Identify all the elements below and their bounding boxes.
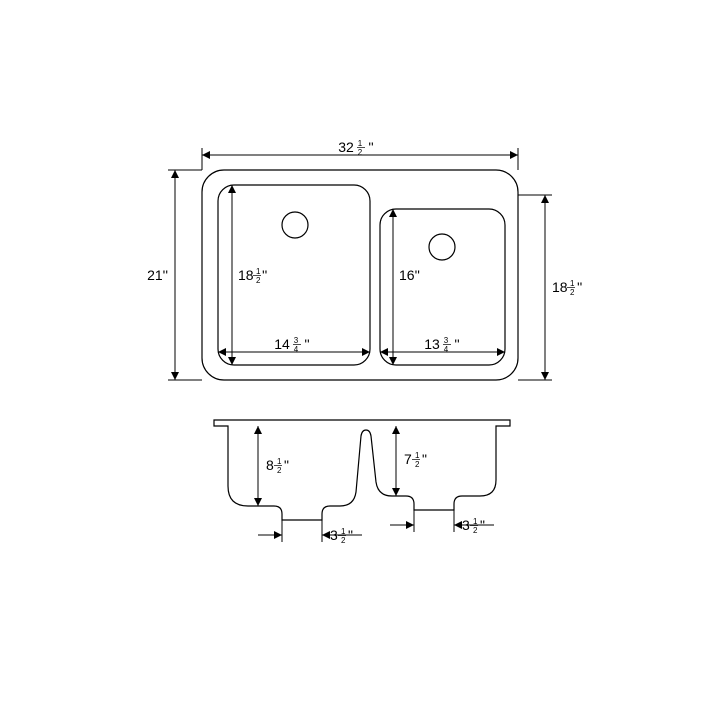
- sink-dimension-diagram: 32 1 2 '' 21'' 18 1 2 '': [0, 0, 720, 720]
- dim-left-bowl-height: 18 1 2 '': [228, 185, 267, 365]
- svg-text:4: 4: [294, 345, 299, 354]
- svg-text:3: 3: [294, 336, 299, 345]
- dim-right-side-height: 18 1 2 '': [518, 195, 582, 380]
- svg-text:32: 32: [338, 139, 354, 155]
- svg-text:2: 2: [570, 288, 575, 297]
- svg-text:1: 1: [358, 139, 363, 148]
- svg-text:21'': 21'': [147, 267, 168, 283]
- svg-text:1: 1: [570, 279, 575, 288]
- right-bowl: [380, 209, 505, 365]
- dim-label: 32: [338, 139, 354, 155]
- svg-text:": ": [480, 517, 485, 533]
- svg-text:'': '': [304, 336, 309, 352]
- dim-right-depth: 7 1 2 ": [392, 426, 427, 496]
- svg-text:": ": [348, 527, 353, 543]
- svg-text:": ": [422, 451, 427, 467]
- svg-text:1: 1: [277, 457, 282, 466]
- dim-right-bowl-height: 16'': [389, 209, 420, 365]
- dim-drain-right: 3 1 2 ": [390, 510, 494, 535]
- svg-text:8: 8: [266, 457, 274, 473]
- right-drain: [429, 234, 455, 260]
- svg-text:2: 2: [358, 148, 363, 157]
- svg-text:2: 2: [415, 460, 420, 469]
- dim-left-depth: 8 1 2 ": [254, 426, 289, 506]
- svg-text:18: 18: [552, 279, 568, 295]
- svg-text:3: 3: [444, 336, 449, 345]
- svg-text:3: 3: [330, 527, 338, 543]
- svg-text:'': '': [454, 336, 459, 352]
- svg-text:14: 14: [274, 336, 290, 352]
- svg-text:18: 18: [238, 267, 254, 283]
- svg-text:'': '': [262, 267, 267, 283]
- svg-text:1: 1: [341, 527, 346, 536]
- dim-overall-width: 32 1 2 '': [202, 139, 518, 170]
- dim-drain-left: 3 1 2 ": [258, 520, 362, 545]
- dim-left-bowl-width: 14 3 4 '': [218, 336, 370, 356]
- svg-text:1: 1: [473, 517, 478, 526]
- svg-text:1: 1: [415, 451, 420, 460]
- svg-text:7: 7: [404, 451, 412, 467]
- svg-text:4: 4: [444, 345, 449, 354]
- svg-text:'': '': [577, 279, 582, 295]
- dim-right-bowl-width: 13 3 4 '': [380, 336, 505, 356]
- svg-text:1: 1: [256, 267, 261, 276]
- svg-text:'': '': [368, 139, 373, 155]
- svg-text:3: 3: [462, 517, 470, 533]
- svg-text:16'': 16'': [399, 267, 420, 283]
- left-drain: [282, 212, 308, 238]
- svg-text:2: 2: [341, 536, 346, 545]
- svg-text:2: 2: [256, 276, 261, 285]
- svg-text:2: 2: [473, 526, 478, 535]
- svg-text:13: 13: [424, 336, 440, 352]
- svg-text:2: 2: [277, 466, 282, 475]
- svg-text:": ": [284, 457, 289, 473]
- dim-overall-height: 21'': [147, 170, 202, 380]
